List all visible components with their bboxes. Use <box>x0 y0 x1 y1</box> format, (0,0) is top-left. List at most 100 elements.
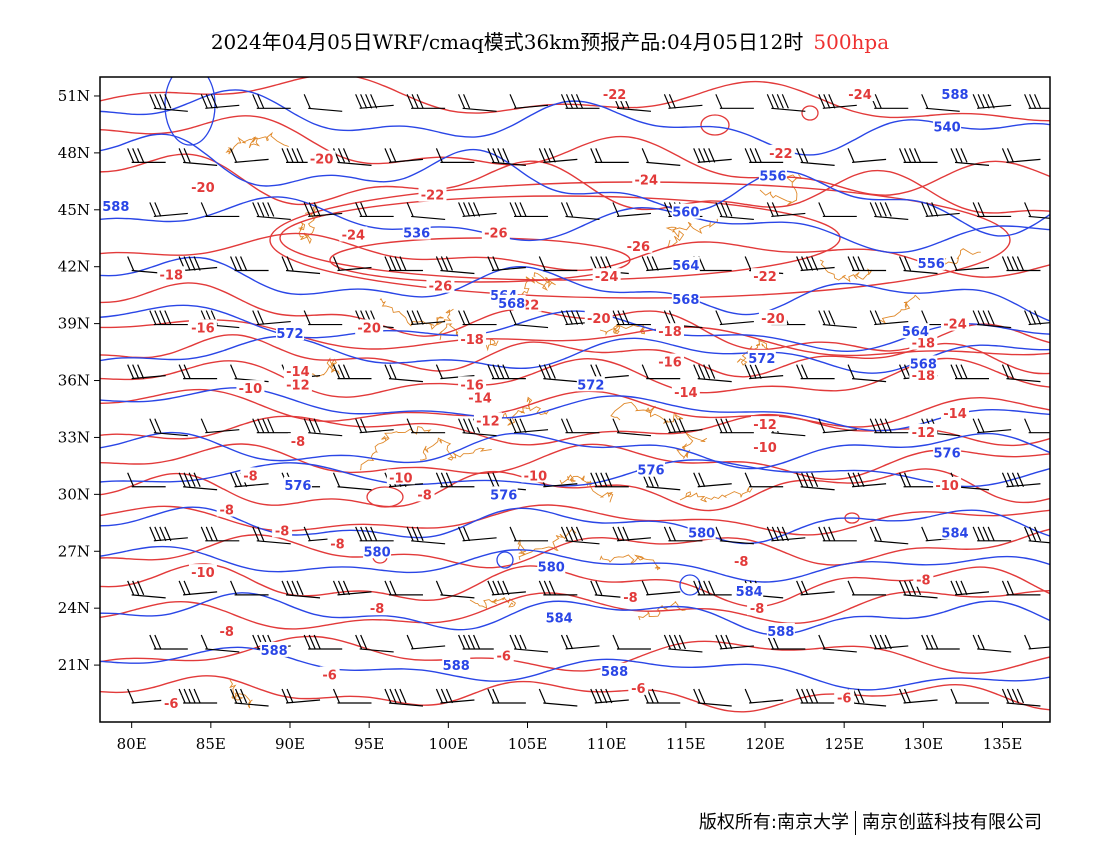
temperature-label: -14 <box>943 407 967 422</box>
wind-barb-flag <box>267 418 275 433</box>
temperature-label-bg <box>367 600 388 616</box>
wind-barb-flag <box>210 526 218 542</box>
wind-barb-flag <box>303 526 311 542</box>
temperature-label-bg <box>620 588 641 604</box>
wind-barb <box>1024 202 1050 219</box>
wind-barb-flag <box>1016 472 1025 488</box>
temperature-label: -18 <box>460 333 484 348</box>
wind-barb-flag <box>908 580 917 596</box>
wind-barb-flag <box>869 418 877 433</box>
wind-barb-flag <box>1029 310 1037 325</box>
wind-barb <box>1024 418 1050 434</box>
wind-barb-staff <box>491 266 526 272</box>
wind-barb-flag <box>879 202 887 217</box>
wind-barb-flag <box>178 688 186 704</box>
temperature-label-bg <box>751 416 779 432</box>
wind-barb <box>1024 526 1050 544</box>
wind-barb-flag <box>708 148 716 163</box>
temperature-label: -22 <box>603 88 627 103</box>
wind-barb-flag <box>308 418 316 433</box>
height-label-bg <box>917 254 946 270</box>
wind-barb-flag <box>164 526 172 542</box>
wind-barb-flag <box>575 94 584 109</box>
wind-barb-flag <box>847 256 855 271</box>
wind-barb-flag <box>1024 202 1032 217</box>
height-label: 572 <box>748 352 775 367</box>
wind-barb-flag <box>252 418 260 433</box>
wind-barb <box>612 418 652 437</box>
wind-barb <box>693 148 732 163</box>
wind-barb <box>663 526 703 542</box>
wind-barb-flag <box>818 418 826 433</box>
temperature-label: -10 <box>753 441 777 456</box>
wind-barb-flag <box>565 94 574 109</box>
wind-barb-flag <box>708 580 716 596</box>
temperature-label: -8 <box>916 574 930 589</box>
temperature-label-bg <box>584 309 613 325</box>
province-boundary <box>469 597 516 609</box>
wind-barb-flag <box>560 202 569 217</box>
wind-barb-flag <box>509 526 517 542</box>
wind-barb-flag <box>715 202 723 217</box>
temperature-label-bg <box>592 268 621 284</box>
wind-barb <box>818 202 857 218</box>
wind-barb <box>663 634 703 653</box>
wind-barb-staff <box>153 107 188 112</box>
wind-barb-flag <box>869 634 877 650</box>
wind-barb <box>796 580 835 596</box>
temperature-label-bg <box>466 389 494 405</box>
wind-barb-flag <box>154 202 162 217</box>
height-label: 572 <box>577 378 604 393</box>
wind-barb-staff <box>1028 646 1050 650</box>
wind-barb-flag <box>384 688 392 704</box>
wind-barb-staff <box>153 432 188 437</box>
wind-barb-flag <box>903 688 912 704</box>
wind-barb-flag <box>857 256 865 271</box>
temperature-label-bg <box>846 86 874 102</box>
wind-barb-flag <box>595 364 603 379</box>
wind-barb <box>509 526 549 542</box>
wind-barb <box>252 202 291 221</box>
temperature-contours <box>100 77 1050 713</box>
wind-barb-flag <box>384 256 392 271</box>
temperature-label-bg <box>493 647 514 663</box>
wind-barb-flag <box>869 202 877 217</box>
wind-barb-staff <box>462 432 497 437</box>
wind-barb-flag <box>313 418 321 433</box>
wind-barb-flag <box>960 364 968 379</box>
wind-barb-staff <box>565 645 600 650</box>
wind-barb-staff <box>697 702 732 707</box>
wind-barb-flag <box>332 580 341 596</box>
wind-barb-flag <box>823 526 831 542</box>
wind-barb-flag <box>463 310 471 325</box>
temperature-label: -14 <box>674 386 698 401</box>
wind-barb-flag <box>188 472 196 488</box>
wind-barb-flag <box>720 418 728 433</box>
temperature-label: -18 <box>912 337 936 352</box>
wind-barb-flag <box>874 94 882 109</box>
wind-barb-staff <box>1006 378 1041 383</box>
wind-barb-flag <box>468 634 476 650</box>
temperature-label-bg <box>656 323 684 339</box>
wind-barb-flag <box>612 526 620 542</box>
wind-barb-flag <box>744 472 752 488</box>
wind-barb <box>715 202 754 221</box>
wind-barb-flag <box>543 148 551 163</box>
wind-barb-flag <box>548 148 556 163</box>
wind-barb-flag <box>406 202 414 217</box>
temperature-isotherm <box>100 153 1050 214</box>
lat-tick-label: 33N <box>58 428 90 446</box>
wind-barb <box>869 418 909 434</box>
wind-barb-staff <box>131 375 166 380</box>
wind-barb <box>200 634 240 653</box>
title-main: 2024年04月05日WRF/cmaq模式36km预报产品:04月05日12时 <box>210 30 804 54</box>
wind-barb-flag <box>149 94 157 109</box>
wind-barb-flag <box>857 472 865 488</box>
wind-barb-staff <box>565 540 600 545</box>
wind-barb <box>303 94 343 112</box>
wind-barb <box>178 364 218 380</box>
wind-barb-flag <box>811 688 819 704</box>
wind-barb-flag <box>509 418 517 433</box>
height-label-bg <box>576 376 605 392</box>
height-label-bg <box>283 476 312 492</box>
